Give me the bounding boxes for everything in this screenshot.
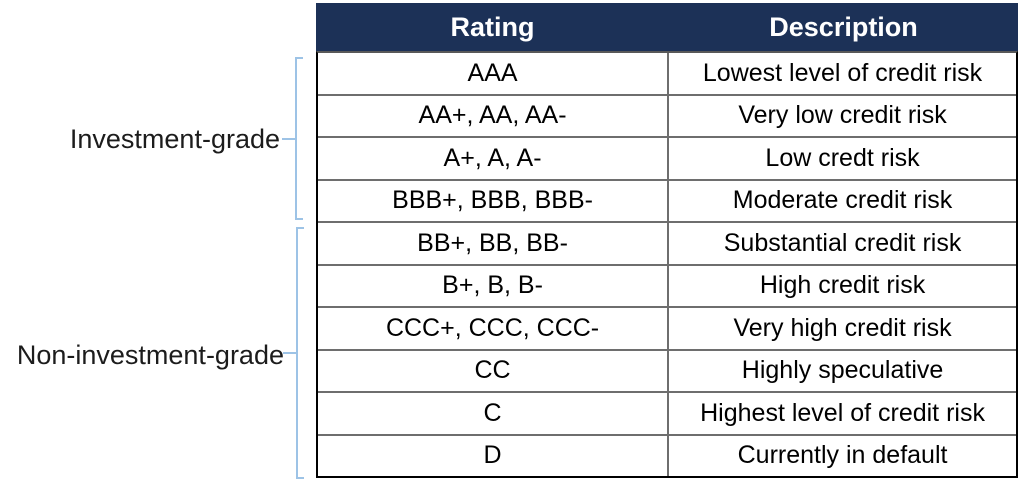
credit-ratings-table: Rating Description AAA Lowest level of c…	[316, 3, 1018, 478]
description-cell: High credit risk	[759, 271, 926, 300]
table-body: AAA Lowest level of credit risk AA+, AA,…	[316, 51, 1018, 478]
table-row: BBB+, BBB, BBB- Moderate credit risk	[318, 180, 1016, 223]
table-row: BB+, BB, BB- Substantial credit risk	[318, 223, 1016, 266]
table-row: CCC+, CCC, CCC- Very high credit risk	[318, 308, 1016, 351]
description-column-header: Description	[769, 11, 918, 42]
rating-cell: CCC+, CCC, CCC-	[318, 308, 670, 349]
rating-cell: AA+, AA, AA-	[318, 95, 670, 136]
rating-cell: B+, B, B-	[318, 265, 670, 306]
table-row: C Highest level of credit risk	[318, 393, 1016, 436]
rating-cell: D	[318, 435, 670, 476]
non-investment-grade-bracket	[283, 227, 304, 479]
description-cell: Very high credit risk	[733, 313, 952, 342]
description-cell: Highly speculative	[741, 356, 944, 385]
table-row: AAA Lowest level of credit risk	[318, 53, 1016, 96]
description-cell: Currently in default	[737, 441, 948, 470]
table-row: B+, B, B- High credit risk	[318, 265, 1016, 308]
table-header-row: Rating Description	[316, 3, 1018, 51]
rating-cell: C	[318, 393, 670, 434]
rating-cell: A+, A, A-	[318, 138, 670, 179]
table-row: A+, A, A- Low credt risk	[318, 138, 1016, 181]
description-cell: Moderate credit risk	[732, 186, 953, 215]
investment-grade-label: Investment-grade	[69, 124, 280, 154]
description-cell: Very low credit risk	[738, 101, 947, 130]
description-cell: Low credt risk	[765, 143, 920, 172]
rating-cell: AAA	[318, 53, 670, 94]
non-investment-grade-label: Non-investment-grade	[16, 340, 284, 370]
description-cell: Substantial credit risk	[723, 228, 962, 257]
rating-cell: BBB+, BBB, BBB-	[318, 180, 670, 221]
table-row: AA+, AA, AA- Very low credit risk	[318, 95, 1016, 138]
rating-column-header: Rating	[450, 11, 535, 42]
table-row: CC Highly speculative	[318, 350, 1016, 393]
description-cell: Highest level of credit risk	[700, 398, 985, 427]
table-row: D Currently in default	[318, 435, 1016, 476]
investment-grade-bracket	[282, 57, 303, 220]
rating-cell: BB+, BB, BB-	[318, 223, 670, 264]
description-cell: Lowest level of credit risk	[702, 58, 983, 87]
rating-cell: CC	[318, 350, 670, 391]
